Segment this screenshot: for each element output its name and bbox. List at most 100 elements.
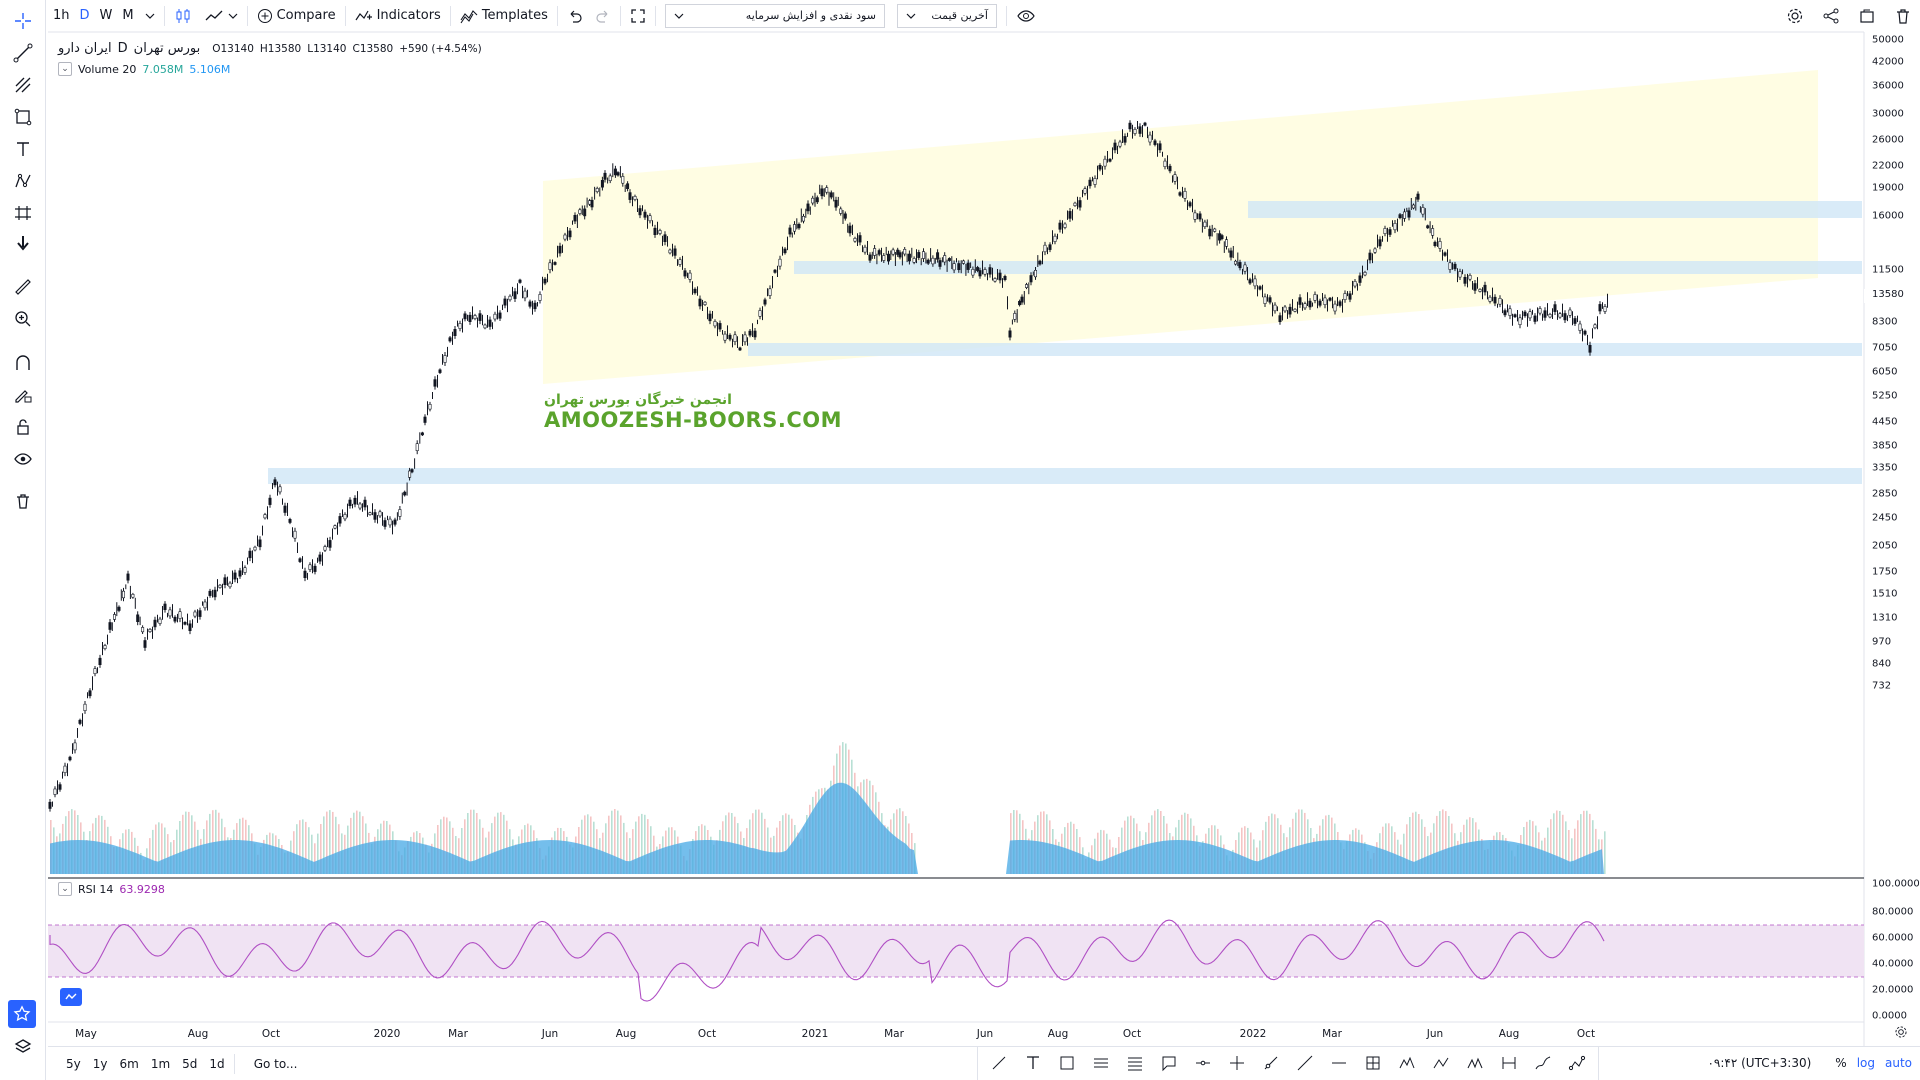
volume-bar [842, 742, 844, 874]
ray-icon[interactable] [1254, 1048, 1288, 1078]
snapshot-button[interactable] [1850, 0, 1884, 31]
fib-icon[interactable] [1118, 1048, 1152, 1078]
volume-bar [893, 813, 895, 874]
xabcd-pattern-icon[interactable] [1458, 1048, 1492, 1078]
trend-line-icon[interactable] [10, 40, 36, 66]
zoom-icon[interactable] [10, 306, 36, 332]
volume-bar [833, 765, 835, 874]
visibility-button[interactable] [1010, 0, 1042, 31]
redo-button[interactable] [589, 0, 617, 31]
candle-body [1078, 200, 1082, 208]
forecast-icon[interactable] [10, 200, 36, 226]
volume-bar [1340, 842, 1342, 874]
share-button[interactable] [1814, 0, 1848, 31]
candle-body [1478, 288, 1482, 292]
interval-w[interactable]: W [99, 8, 113, 23]
pattern-icon[interactable] [10, 168, 36, 194]
templates-button[interactable]: Templates [454, 0, 554, 31]
cross-line-icon[interactable] [1220, 1048, 1254, 1078]
undo-button[interactable] [561, 0, 589, 31]
candle-body [548, 262, 552, 270]
symbol-name[interactable]: ایران دارو [58, 41, 112, 56]
candle-style-button[interactable] [168, 0, 198, 31]
clock[interactable]: ۰۹:۴۲ (UTC+3:30) [1707, 1056, 1812, 1070]
gann-box-icon[interactable] [1356, 1048, 1390, 1078]
volume-bar [1448, 816, 1450, 874]
volume-bar [158, 822, 160, 874]
callout-icon[interactable] [1152, 1048, 1186, 1078]
chevron-down-icon[interactable]: ⌄ [58, 62, 72, 76]
extended-line-icon[interactable] [1288, 1048, 1322, 1078]
eye-icon[interactable] [10, 446, 36, 472]
interval-d[interactable]: D [79, 8, 90, 23]
volume-bar [368, 832, 370, 874]
volume-bar [1424, 826, 1426, 874]
horizontal-ray-icon[interactable] [1186, 1048, 1220, 1078]
volume-bar [356, 810, 358, 874]
interval-1h[interactable]: 1h [53, 8, 70, 23]
time-axis[interactable]: May Aug Oct 2020 Mar Jun Aug Oct 2021 Mar Jun Aug Oc… [48, 1025, 1864, 1043]
interval-m[interactable]: M [122, 8, 134, 23]
date-range-icon[interactable] [1492, 1048, 1526, 1078]
range-1m[interactable]: 1m [150, 1056, 171, 1071]
percent-toggle[interactable]: % [1835, 1056, 1847, 1070]
candle-body [971, 268, 975, 276]
watermark-persian: انجمن خبرگان بورس تهران [544, 392, 732, 408]
dividends-dropdown[interactable]: سود نقدی و افزایش سرمایه [664, 3, 885, 28]
crosshair-icon[interactable] [10, 8, 36, 34]
arrow-down-icon[interactable] [10, 230, 36, 256]
volume-bar [1178, 819, 1180, 874]
range-1y[interactable]: 1y [92, 1056, 108, 1071]
pencil-lock-icon[interactable] [10, 382, 36, 408]
cloud-icon[interactable] [60, 988, 82, 1006]
auto-toggle[interactable]: auto [1884, 1056, 1912, 1070]
star-icon[interactable] [8, 1000, 36, 1028]
text-icon[interactable] [1016, 1048, 1050, 1078]
fib-icon[interactable] [10, 72, 36, 98]
volume-bar [410, 836, 412, 874]
elliott-wave-icon[interactable] [1390, 1048, 1424, 1078]
candle-body [278, 486, 282, 493]
text-icon[interactable] [10, 136, 36, 162]
rectangle-icon[interactable] [1050, 1048, 1084, 1078]
candle-body [1483, 284, 1487, 293]
price-axis[interactable]: 50000 42000 36000 30000 26000 22000 19000 16000… [1864, 32, 1920, 1022]
trend-line-icon[interactable] [982, 1048, 1016, 1078]
trash-icon[interactable] [10, 488, 36, 514]
log-toggle[interactable]: log [1856, 1056, 1875, 1070]
candle-body [988, 267, 992, 275]
goto-button[interactable]: Go to... [253, 1056, 298, 1071]
layers-icon[interactable] [10, 1034, 36, 1060]
fullscreen-button[interactable] [624, 0, 652, 31]
candle-body [1128, 122, 1132, 130]
line-style-button[interactable] [198, 0, 244, 31]
range-6m[interactable]: 6m [119, 1056, 139, 1071]
settings-button[interactable] [1778, 0, 1812, 31]
indicators-button[interactable]: Indicators [349, 0, 447, 31]
gear-icon[interactable] [1894, 1024, 1908, 1043]
volume-bar [752, 813, 754, 874]
magnet-icon[interactable] [10, 350, 36, 376]
chevron-down-icon[interactable]: ⌄ [58, 882, 72, 896]
horizontal-line-icon[interactable] [1322, 1048, 1356, 1078]
path-icon[interactable] [1560, 1048, 1594, 1078]
interval-dropdown[interactable] [139, 0, 161, 31]
range-1d[interactable]: 1d [209, 1056, 225, 1071]
volume-bar [353, 812, 355, 874]
volume-bar [239, 818, 241, 874]
candle-body [778, 258, 782, 267]
price-type-dropdown[interactable]: آخرین قیمت [896, 3, 997, 28]
delete-button[interactable] [1886, 0, 1920, 31]
brush-icon[interactable] [1526, 1048, 1560, 1078]
lock-icon[interactable] [10, 414, 36, 440]
volume-bar [1418, 814, 1420, 874]
parallel-channel-icon[interactable] [1084, 1048, 1118, 1078]
compare-button[interactable]: Compare [251, 0, 342, 31]
rectangle-icon[interactable] [10, 104, 36, 130]
range-5y[interactable]: 5y [66, 1056, 81, 1071]
ruler-icon[interactable] [10, 274, 36, 300]
range-5d[interactable]: 5d [182, 1056, 198, 1071]
abcd-pattern-icon[interactable] [1424, 1048, 1458, 1078]
candle-body [1318, 300, 1322, 306]
volume-bar [1322, 819, 1324, 874]
